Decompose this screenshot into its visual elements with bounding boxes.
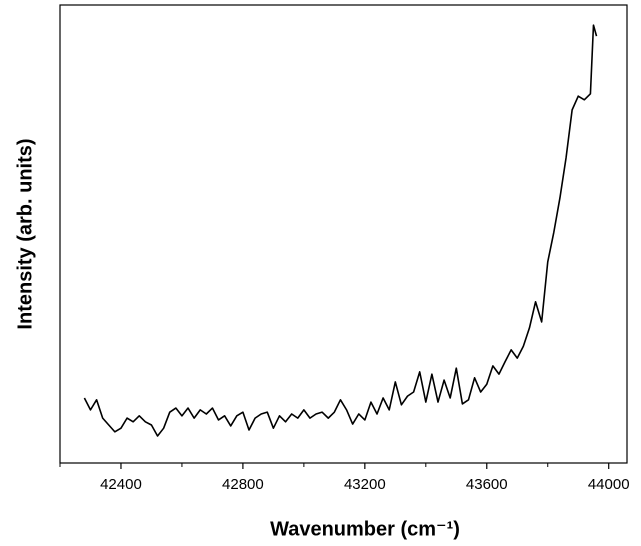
x-tick-label: 42800 (222, 476, 264, 493)
line-series (83, 24, 598, 437)
x-tick-label: 43200 (344, 476, 386, 493)
x-tick-label: 44000 (588, 476, 630, 493)
x-tick-label: 42400 (100, 476, 142, 493)
x-axis-label: Wavenumber (cm⁻¹) (270, 518, 460, 540)
x-tick-label: 43600 (466, 476, 508, 493)
y-axis-label: Intensity (arb. units) (14, 138, 36, 329)
plot-frame (59, 4, 628, 464)
